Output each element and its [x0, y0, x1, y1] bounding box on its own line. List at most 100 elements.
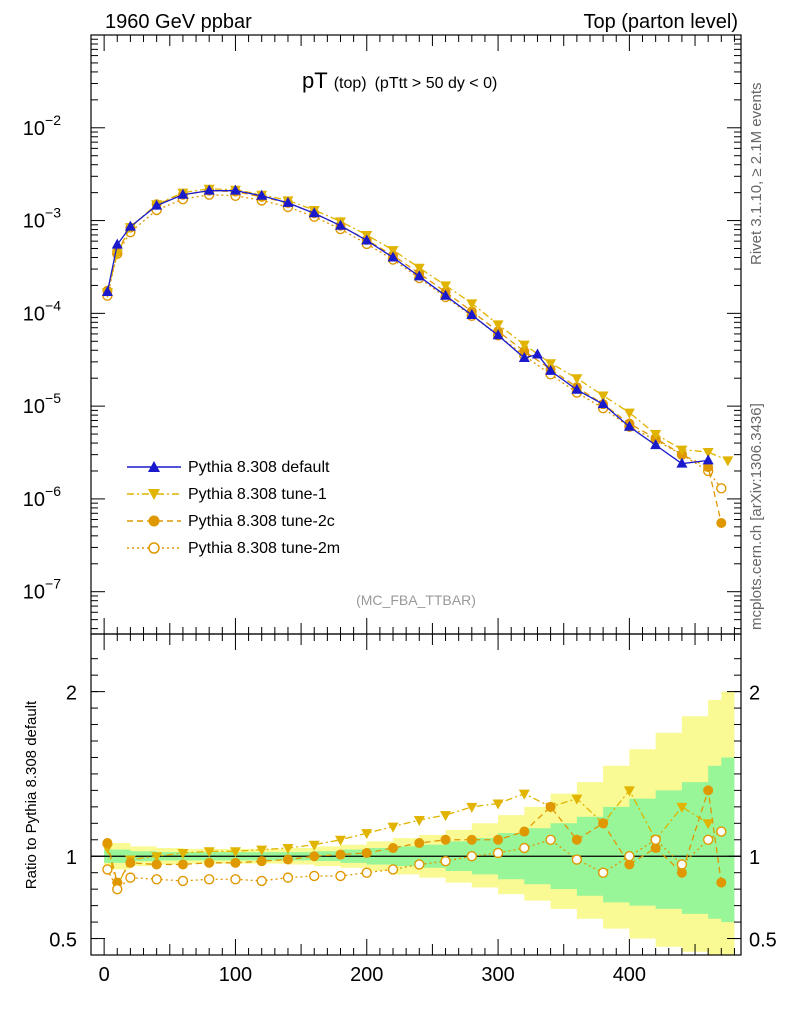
main-ytick-exponent: −5 [45, 390, 61, 406]
main-point [597, 398, 609, 409]
ratio-point [466, 802, 478, 813]
main-point [387, 251, 399, 262]
rivet-version-label: Rivet 3.1.10, ≥ 2.1M events [748, 83, 765, 266]
ratio-point [676, 859, 688, 870]
ratio-point [716, 877, 727, 888]
main-point [492, 320, 504, 331]
main-point [545, 364, 557, 375]
ratio-point [413, 816, 425, 827]
main-point [623, 420, 635, 431]
mcplots-label: mcplots.cern.ch [arXiv:1306.3436] [748, 403, 765, 630]
ratio-point [466, 834, 477, 845]
main-point [111, 238, 123, 249]
main-series-pythia-8-308-tune-2m [102, 189, 727, 494]
main-ytick-label: 10−5 [23, 390, 61, 418]
main-title: pT (top) (pTtt > 50 dy < 0) [302, 68, 497, 93]
ratio-point [623, 786, 635, 797]
main-series-pythia-8-308-tune-2c [102, 185, 727, 529]
legend-entry-default: Pythia 8.308 default [127, 459, 330, 476]
ratio-point [361, 847, 372, 858]
main-point [703, 462, 714, 473]
ratio-point [151, 874, 162, 885]
ratio-point [676, 867, 687, 878]
legend-label-tune-2m: Pythia 8.308 tune-2m [188, 540, 340, 557]
xtick-label: 200 [350, 964, 383, 986]
ratio-point [493, 834, 504, 845]
main-point [308, 207, 320, 218]
ratio-point [676, 802, 688, 813]
ratio-point [335, 849, 346, 860]
legend-marker-tune-2m [148, 542, 160, 554]
xtick-label: 0 [99, 964, 110, 986]
ratio-point [177, 859, 188, 870]
main-series-pythia-8-308-default [101, 184, 714, 468]
main-point [229, 184, 241, 195]
ratio-point [597, 867, 609, 878]
main-point [518, 352, 530, 363]
main-point [650, 439, 662, 450]
main-point [518, 340, 530, 351]
main-point [519, 346, 530, 357]
main-point [676, 445, 688, 456]
ratio-point [230, 874, 241, 885]
ratio-point [650, 834, 661, 845]
main-point [722, 456, 734, 467]
main-point [466, 308, 478, 319]
main-point [702, 448, 714, 459]
ratio-point [335, 870, 346, 882]
main-ytick-mantissa: 10 [23, 303, 45, 325]
main-point [440, 289, 452, 300]
legend-entry-tune-2m: Pythia 8.308 tune-2m [127, 540, 340, 557]
ratio-point [361, 829, 373, 840]
main-point [650, 430, 662, 441]
ratio-ytick-label-right: 1 [749, 847, 760, 869]
xtick-label: 100 [219, 964, 252, 986]
ratio-point [598, 818, 609, 829]
ratio-point [624, 851, 635, 862]
main-point [151, 199, 163, 210]
main-ytick-mantissa: 10 [23, 489, 45, 511]
ratio-point [716, 826, 727, 837]
ratio-ytick-label: 0.5 [49, 930, 77, 952]
ratio-point [571, 834, 582, 845]
ratio-panel-series [91, 691, 741, 955]
legend-marker-tune-1 [148, 489, 160, 500]
main-ytick-exponent: −4 [45, 297, 61, 313]
ratio-point [387, 822, 399, 833]
ratio-point [519, 826, 530, 837]
ratio-point [177, 848, 189, 859]
xtick-label: 300 [481, 964, 514, 986]
main-point [597, 391, 609, 402]
ratio-point [703, 785, 714, 796]
ratio-point [571, 794, 583, 805]
legend-label-tune-2c: Pythia 8.308 tune-2c [188, 513, 335, 530]
main-point [101, 285, 113, 296]
main-line [106, 188, 729, 462]
main-point [334, 219, 346, 230]
ratio-point [466, 851, 478, 862]
ratio-point [388, 843, 399, 853]
legend-label-tune-1: Pythia 8.308 tune-1 [188, 486, 327, 503]
ratio-point [702, 819, 714, 830]
ratio-point [203, 847, 215, 858]
main-point [571, 383, 583, 394]
main-ytick-mantissa: 10 [23, 582, 45, 604]
main-point [256, 189, 268, 200]
analysis-watermark: (MC_FBA_TTBAR) [356, 592, 476, 608]
ratio-point [440, 855, 451, 867]
main-ytick-exponent: −3 [45, 205, 61, 221]
main-point [531, 348, 543, 359]
ratio-point [229, 847, 241, 858]
main-point [702, 454, 714, 465]
title-cut: (pTtt > 50 dy < 0) [375, 75, 498, 92]
ratio-point [624, 859, 635, 870]
ratio-point [102, 864, 113, 875]
ratio-point [440, 834, 451, 845]
legend-label-default: Pythia 8.308 default [188, 459, 330, 476]
xtick-label: 400 [613, 964, 646, 986]
main-point [545, 359, 557, 370]
ratio-point [177, 875, 189, 887]
ratio-point [650, 843, 661, 853]
